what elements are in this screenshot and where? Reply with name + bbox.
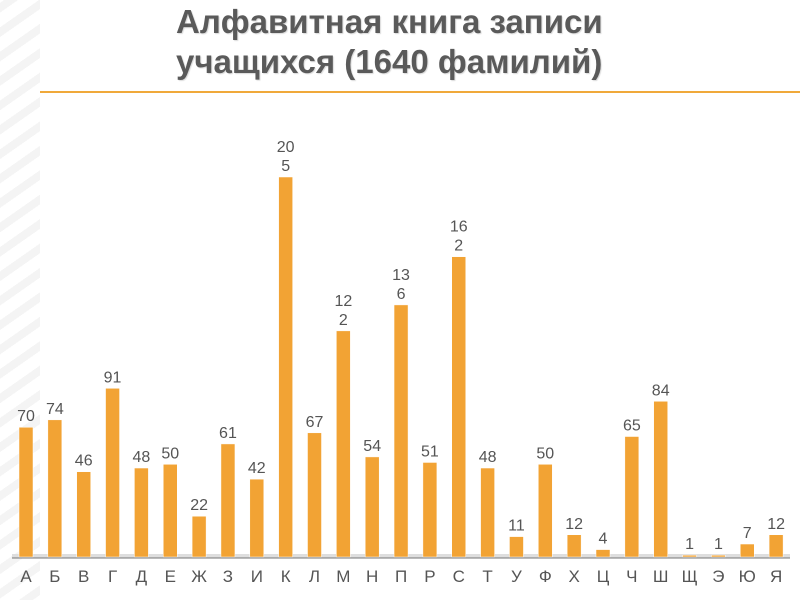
value-label-Г: 91 [104, 369, 122, 386]
value-label-М: 12 [334, 293, 352, 310]
x-tick-label-И: И [251, 567, 263, 586]
x-tick-label-Б: Б [49, 567, 60, 586]
bar-К [278, 176, 293, 558]
value-label-Я: 12 [767, 516, 785, 533]
value-label-М: 2 [339, 312, 348, 329]
bar-Д [134, 467, 149, 558]
bar-У [509, 536, 524, 558]
bar-В [76, 471, 91, 558]
value-label-С: 2 [454, 238, 463, 255]
bar-Ц [595, 549, 611, 558]
bar-Ю [740, 543, 755, 558]
bar-Е [163, 464, 178, 558]
chart-title-line-2: учащихся (1640 фамилий) [176, 43, 603, 80]
value-label-Ч: 65 [623, 418, 641, 435]
value-label-Ю: 7 [743, 525, 752, 542]
value-label-П: 13 [392, 267, 410, 284]
value-label-У: 11 [508, 518, 525, 535]
value-label-Э: 1 [714, 536, 723, 553]
bar-Н [364, 456, 380, 558]
x-tick-label-Ю: Ю [739, 567, 756, 586]
x-tick-label-Ф: Ф [539, 567, 552, 586]
x-tick-label-Ж: Ж [191, 567, 207, 586]
chart-title: Алфавитная книга записи учащихся (1640 ф… [176, 2, 736, 82]
x-tick-label-А: А [20, 567, 32, 586]
x-tick-label-Л: Л [309, 567, 320, 586]
value-label-Л: 67 [306, 414, 324, 431]
x-tick-label-З: З [223, 567, 233, 586]
bar-Ж [191, 515, 207, 558]
bar-Б [47, 419, 63, 558]
title-underline-rule [40, 91, 800, 93]
value-label-Д: 48 [133, 449, 151, 466]
x-tick-label-С: С [453, 567, 465, 586]
value-label-Ж: 22 [190, 497, 208, 514]
x-tick-label-Е: Е [165, 567, 176, 586]
x-tick-label-П: П [395, 567, 407, 586]
value-label-В: 46 [75, 453, 93, 470]
value-label-Ш: 84 [652, 382, 670, 399]
bar-А [18, 426, 34, 558]
value-label-Ф: 50 [536, 445, 554, 462]
bar-З [220, 443, 236, 558]
bar-Щ [682, 554, 697, 558]
x-tick-label-Ш: Ш [653, 567, 669, 586]
value-label-П: 6 [397, 286, 406, 303]
x-tick-label-Я: Я [770, 567, 782, 586]
value-label-К: 5 [281, 158, 290, 175]
value-label-З: 61 [219, 425, 237, 442]
bar-Р [422, 462, 438, 558]
bar-П [393, 304, 409, 558]
value-label-Б: 74 [46, 401, 64, 418]
value-label-Р: 51 [421, 443, 439, 460]
value-label-Е: 50 [161, 445, 179, 462]
value-label-Ц: 4 [599, 531, 608, 548]
bar-Х [566, 534, 582, 558]
bar-И [249, 478, 265, 558]
value-label-И: 42 [248, 460, 266, 477]
bar-Г [105, 388, 120, 558]
value-label-Х: 12 [565, 516, 583, 533]
bar-Ч [624, 436, 640, 558]
value-label-К: 20 [277, 139, 295, 156]
bar-М [336, 330, 351, 558]
value-label-Щ: 1 [685, 536, 694, 553]
bar-Ф [538, 464, 553, 558]
bar-Л [307, 432, 322, 558]
value-label-С: 16 [450, 219, 468, 236]
bar-С [451, 256, 466, 558]
bar-Ш [653, 401, 668, 558]
bar-Э [711, 554, 726, 558]
x-tick-label-Ц: Ц [597, 567, 610, 586]
chart-title-line-1: Алфавитная книга записи [176, 3, 603, 40]
x-tick-label-Д: Д [136, 567, 148, 586]
x-tick-label-К: К [281, 567, 291, 586]
x-tick-label-М: М [336, 567, 350, 586]
x-tick-label-Р: Р [424, 567, 435, 586]
x-tick-label-Щ: Щ [682, 567, 698, 586]
bar-Я [768, 534, 784, 558]
x-tick-label-Х: Х [568, 567, 579, 586]
x-tick-label-Ч: Ч [626, 567, 637, 586]
bar-Т [480, 467, 495, 558]
value-label-А: 70 [17, 408, 35, 425]
value-label-Н: 54 [363, 438, 381, 455]
value-label-Т: 48 [479, 449, 497, 466]
x-tick-label-У: У [511, 567, 522, 586]
x-tick-label-Г: Г [108, 567, 117, 586]
x-tick-label-В: В [78, 567, 89, 586]
x-tick-label-Э: Э [712, 567, 724, 586]
x-tick-label-Н: Н [366, 567, 378, 586]
x-tick-label-Т: Т [482, 567, 492, 586]
